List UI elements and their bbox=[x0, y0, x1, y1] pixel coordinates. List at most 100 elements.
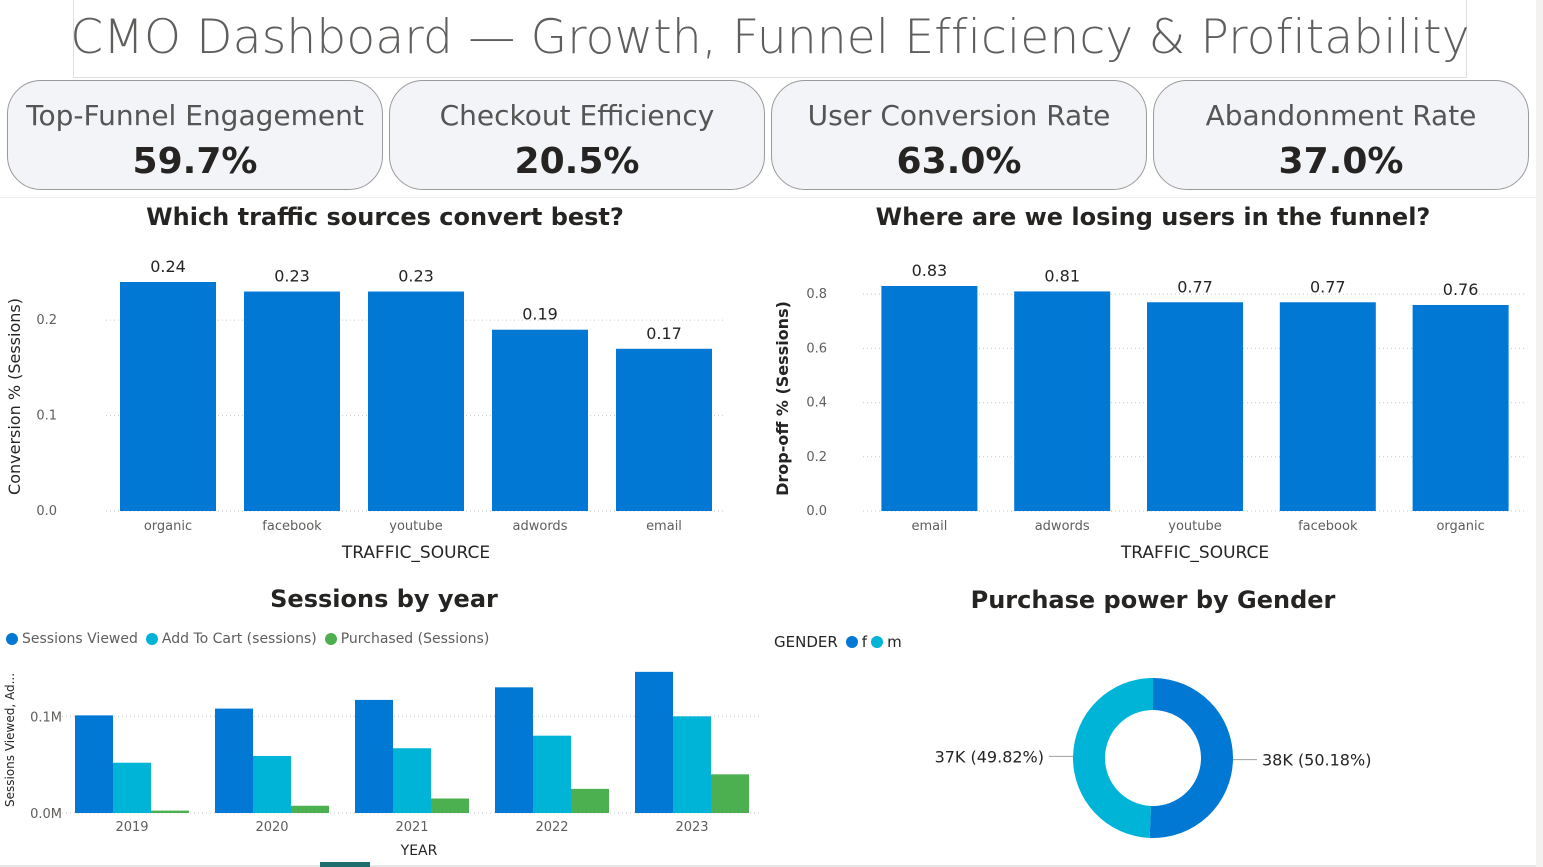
bar-purchased-sessions-[interactable] bbox=[711, 774, 749, 813]
data-label: 37K (49.82%) bbox=[935, 747, 1044, 766]
bar-purchased-sessions-[interactable] bbox=[291, 805, 329, 813]
kpi-divider bbox=[0, 197, 1536, 198]
data-label: 0.76 bbox=[1443, 280, 1479, 299]
y-tick-label: 0.2 bbox=[806, 450, 827, 465]
data-label: 0.83 bbox=[912, 261, 948, 280]
y-tick-label: 0.1M bbox=[30, 710, 62, 725]
y-tick-label: 0.0M bbox=[30, 807, 62, 822]
y-tick-label: 0.6 bbox=[806, 341, 827, 356]
kpi-value: 37.0% bbox=[1278, 141, 1404, 182]
data-label: 0.23 bbox=[274, 267, 310, 286]
x-tick-label: 2019 bbox=[115, 820, 148, 835]
kpi-label: Checkout Efficiency bbox=[439, 99, 715, 132]
data-label: 0.19 bbox=[522, 305, 558, 324]
conversion-chart-title: Which traffic sources convert best? bbox=[146, 203, 624, 231]
sessions-grouped-bar-chart[interactable]: 0.0M 0.1M 2019 2020 2021 2022 2023 YEAR Sessions… bbox=[0, 655, 770, 865]
bar-sessions-viewed[interactable] bbox=[215, 708, 253, 813]
bar[interactable] bbox=[492, 329, 588, 511]
y-tick-label: 0.2 bbox=[36, 313, 57, 328]
y-tick-label: 0.8 bbox=[806, 287, 827, 302]
dashboard-title-bar: CMO Dashboard — Growth, Funnel Efficienc… bbox=[70, 0, 1470, 78]
bar-add-to-cart-sessions-[interactable] bbox=[113, 762, 151, 813]
data-label: 0.17 bbox=[646, 324, 682, 343]
legend-dot-icon bbox=[871, 636, 884, 648]
sessions-chart-title: Sessions by year bbox=[270, 585, 498, 613]
sessions-legend: Sessions Viewed Add To Cart (sessions) P… bbox=[6, 631, 497, 647]
y-tick-label: 0.0 bbox=[806, 504, 827, 519]
bar-purchased-sessions-[interactable] bbox=[571, 788, 609, 813]
bar[interactable] bbox=[1279, 302, 1376, 511]
y-tick-label: 0.0 bbox=[36, 504, 57, 519]
bar-sessions-viewed[interactable] bbox=[75, 715, 113, 813]
x-tick-label: organic bbox=[1436, 519, 1484, 534]
x-axis-title: TRAFFIC_SOURCE bbox=[1120, 543, 1269, 563]
y-axis-title: Sessions Viewed, Ad... bbox=[3, 673, 17, 807]
x-tick-label: youtube bbox=[389, 519, 442, 534]
gender-donut-chart[interactable]: 38K (50.18%) 37K (49.82%) bbox=[770, 655, 1536, 860]
bar-sessions-viewed[interactable] bbox=[355, 699, 393, 813]
y-tick-label: 0.4 bbox=[806, 396, 827, 411]
legend-item-add-to-cart[interactable]: Add To Cart (sessions) bbox=[145, 631, 317, 647]
legend-label: Purchased (Sessions) bbox=[340, 631, 490, 647]
data-label: 0.23 bbox=[398, 267, 434, 286]
bar[interactable] bbox=[616, 348, 712, 511]
x-tick-label: 2022 bbox=[535, 820, 568, 835]
active-page-tab[interactable] bbox=[320, 862, 370, 867]
legend-label: f bbox=[861, 633, 868, 651]
bar-add-to-cart-sessions-[interactable] bbox=[393, 748, 431, 813]
kpi-card-checkout-efficiency[interactable]: Checkout Efficiency 20.5% bbox=[389, 80, 765, 190]
kpi-card-top-funnel-engagement[interactable]: Top-Funnel Engagement 59.7% bbox=[7, 80, 383, 190]
x-tick-label: facebook bbox=[262, 519, 322, 534]
bar-sessions-viewed[interactable] bbox=[495, 687, 533, 813]
data-label: 0.77 bbox=[1310, 277, 1346, 296]
x-tick-label: 2020 bbox=[255, 820, 288, 835]
y-tick-label: 0.1 bbox=[36, 409, 57, 424]
legend-item-sessions-viewed[interactable]: Sessions Viewed bbox=[6, 631, 138, 647]
kpi-card-abandonment-rate[interactable]: Abandonment Rate 37.0% bbox=[1153, 80, 1529, 190]
bar-sessions-viewed[interactable] bbox=[635, 671, 673, 813]
bar[interactable] bbox=[244, 291, 340, 511]
bar[interactable] bbox=[881, 286, 978, 511]
donut-slice-f[interactable] bbox=[1149, 678, 1234, 838]
right-scroll-strip[interactable] bbox=[1536, 0, 1543, 867]
x-axis-title: TRAFFIC_SOURCE bbox=[341, 543, 490, 563]
kpi-label: Top-Funnel Engagement bbox=[26, 99, 364, 132]
bar[interactable] bbox=[1014, 291, 1111, 511]
legend-dot-icon bbox=[6, 633, 18, 645]
legend-dot-icon bbox=[845, 636, 858, 648]
bar-purchased-sessions-[interactable] bbox=[151, 810, 189, 813]
data-label: 0.24 bbox=[150, 257, 186, 276]
page-tabs-bar bbox=[0, 865, 1536, 867]
legend-dot-icon bbox=[324, 633, 337, 645]
donut-slice-m[interactable] bbox=[1073, 678, 1153, 838]
kpi-label: User Conversion Rate bbox=[807, 99, 1111, 132]
legend-item-m[interactable]: m bbox=[871, 633, 902, 651]
kpi-card-user-conversion-rate[interactable]: User Conversion Rate 63.0% bbox=[771, 80, 1147, 190]
bar[interactable] bbox=[120, 282, 216, 511]
y-axis-title: Conversion % (Sessions) bbox=[5, 298, 24, 495]
kpi-value: 63.0% bbox=[896, 141, 1022, 182]
legend-label: Sessions Viewed bbox=[22, 631, 138, 647]
dropoff-bar-chart[interactable]: 0.0 0.2 0.4 0.6 0.8 0.83 email 0.81 adwords 0.77 y… bbox=[770, 240, 1536, 570]
bar[interactable] bbox=[368, 291, 464, 511]
conversion-bar-chart[interactable]: 0.0 0.1 0.2 0.24 organic 0.23 facebook 0.23 yout… bbox=[0, 240, 770, 570]
x-tick-label: adwords bbox=[1035, 519, 1090, 534]
gender-chart-title: Purchase power by Gender bbox=[970, 586, 1336, 614]
x-tick-label: youtube bbox=[1168, 519, 1221, 534]
x-tick-label: email bbox=[911, 519, 947, 534]
bar-purchased-sessions-[interactable] bbox=[431, 798, 469, 814]
bar-add-to-cart-sessions-[interactable] bbox=[533, 735, 571, 813]
x-tick-label: facebook bbox=[1298, 519, 1358, 534]
x-tick-label: 2023 bbox=[675, 820, 708, 835]
x-tick-label: 2021 bbox=[395, 820, 428, 835]
bar-add-to-cart-sessions-[interactable] bbox=[253, 755, 291, 813]
legend-item-purchased[interactable]: Purchased (Sessions) bbox=[324, 631, 490, 647]
gender-legend: GENDER f m bbox=[774, 633, 910, 651]
bar[interactable] bbox=[1147, 302, 1243, 511]
bar-add-to-cart-sessions-[interactable] bbox=[673, 716, 711, 813]
kpi-value: 20.5% bbox=[514, 141, 640, 182]
bar[interactable] bbox=[1412, 304, 1509, 511]
y-axis-title: Drop-off % (Sessions) bbox=[773, 301, 792, 496]
legend-title: GENDER bbox=[774, 633, 838, 651]
legend-item-f[interactable]: f bbox=[845, 633, 868, 651]
